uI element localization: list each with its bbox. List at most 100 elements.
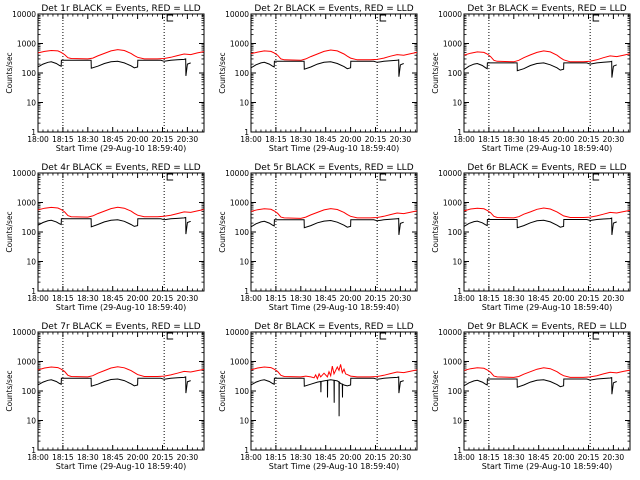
y-tick-label: 1 (457, 287, 462, 296)
chart-title: Det 3r BLACK = Events, RED = LLD (467, 4, 626, 14)
x-tick-label: 18:30 (290, 135, 312, 144)
plot-frame (37, 331, 205, 451)
chart-panel-det7: Det 7r BLACK = Events, RED = LLD 1 10 100 10… (5, 322, 205, 471)
lld-rate-line (38, 49, 204, 60)
x-tick-label: 18:15 (52, 453, 74, 462)
interval-bracket (592, 332, 600, 340)
x-tick-label: 20:00 (127, 135, 149, 144)
y-tick-label: 1000 (230, 358, 249, 367)
x-tick-label: 18:30 (503, 135, 525, 144)
chart-title: Det 8r BLACK = Events, RED = LLD (254, 322, 413, 332)
x-tick-label: 20:30 (603, 453, 625, 462)
x-tick-label: 20:15 (578, 135, 600, 144)
y-tick-label: 100 (448, 69, 463, 78)
x-tick-label: 18:00 (453, 453, 475, 462)
y-tick-label: 10 (239, 99, 249, 108)
y-tick-label: 1000 (443, 199, 462, 208)
y-tick-label: 100 (22, 228, 37, 237)
y-tick-label: 100 (22, 387, 37, 396)
y-tick-label: 1000 (230, 40, 249, 49)
events-rate-line (464, 217, 617, 235)
y-tick-label: 10 (452, 417, 462, 426)
y-tick-label: 10000 (438, 10, 462, 19)
y-tick-label: 10000 (438, 328, 462, 337)
y-tick-label: 100 (235, 387, 250, 396)
lld-rate-line (251, 208, 417, 219)
x-tick-label: 18:30 (77, 294, 99, 303)
x-tick-label: 20:30 (390, 294, 412, 303)
x-tick-label: 18:30 (503, 453, 525, 462)
y-tick-label: 1 (31, 446, 36, 455)
chart-panel-det5: Det 5r BLACK = Events, RED = LLD 1 10 100 10… (218, 163, 418, 312)
y-tick-label: 10 (452, 99, 462, 108)
x-tick-label: 18:30 (77, 135, 99, 144)
events-rate-line (464, 376, 617, 395)
chart-title: Det 6r BLACK = Events, RED = LLD (467, 163, 626, 173)
x-tick-label: 18:00 (453, 135, 475, 144)
y-tick-label: 10 (239, 417, 249, 426)
y-tick-label: 1 (244, 287, 249, 296)
y-tick-label: 1000 (17, 199, 36, 208)
x-tick-label: 18:30 (77, 453, 99, 462)
x-tick-label: 20:30 (603, 294, 625, 303)
x-tick-label: 20:15 (365, 135, 387, 144)
y-tick-label: 10000 (12, 328, 36, 337)
interval-bracket (592, 14, 600, 22)
y-tick-label: 10 (26, 258, 36, 267)
y-tick-label: 10000 (225, 10, 249, 19)
x-tick-label: 18:45 (102, 135, 124, 144)
x-tick-label: 20:00 (127, 294, 149, 303)
x-tick-label: 20:30 (390, 453, 412, 462)
interval-bracket (166, 173, 174, 181)
y-axis-label: Counts/sec (218, 52, 227, 93)
lld-rate-line (251, 49, 417, 61)
y-tick-label: 1000 (17, 358, 36, 367)
x-tick-label: 18:45 (102, 294, 124, 303)
lld-rate-line (251, 364, 417, 381)
x-axis-label: Start Time (29-Aug-10 18:59:40) (269, 462, 400, 471)
y-tick-label: 10000 (12, 169, 36, 178)
x-tick-label: 20:15 (152, 453, 174, 462)
chart-title: Det 7r BLACK = Events, RED = LLD (41, 322, 200, 332)
y-tick-label: 1000 (230, 199, 249, 208)
y-tick-label: 10000 (225, 328, 249, 337)
x-tick-label: 18:15 (478, 453, 500, 462)
plot-frame (37, 172, 205, 292)
x-tick-label: 20:15 (365, 453, 387, 462)
x-axis-label: Start Time (29-Aug-10 18:59:40) (269, 303, 400, 312)
x-tick-label: 18:30 (290, 453, 312, 462)
lld-rate-line (464, 207, 630, 219)
y-tick-label: 10 (26, 417, 36, 426)
x-tick-label: 20:30 (177, 453, 199, 462)
y-tick-label: 1 (31, 287, 36, 296)
x-tick-label: 20:00 (340, 294, 362, 303)
y-tick-label: 1000 (443, 358, 462, 367)
interval-bracket (379, 173, 387, 181)
events-rate-line (38, 58, 191, 76)
interval-bracket (166, 332, 174, 340)
y-tick-label: 100 (448, 387, 463, 396)
events-rate-line (38, 376, 191, 394)
y-tick-label: 100 (235, 69, 250, 78)
interval-bracket (166, 14, 174, 22)
y-tick-label: 1 (31, 128, 36, 137)
x-tick-label: 18:30 (503, 294, 525, 303)
x-tick-label: 18:15 (265, 135, 287, 144)
x-tick-label: 18:00 (240, 135, 262, 144)
chart-title: Det 9r BLACK = Events, RED = LLD (467, 322, 626, 332)
x-tick-label: 20:15 (152, 294, 174, 303)
x-tick-label: 18:45 (528, 294, 550, 303)
chart-panel-det1: Det 1r BLACK = Events, RED = LLD 1 10 100 10… (5, 4, 205, 153)
y-tick-label: 1 (457, 128, 462, 137)
x-tick-label: 18:45 (528, 135, 550, 144)
chart-title: Det 1r BLACK = Events, RED = LLD (41, 4, 200, 14)
x-tick-label: 18:45 (315, 135, 337, 144)
chart-panel-det8: Det 8r BLACK = Events, RED = LLD 1 10 100 10… (218, 322, 418, 471)
lld-rate-line (464, 50, 630, 63)
interval-bracket (379, 332, 387, 340)
y-tick-label: 10 (26, 99, 36, 108)
x-axis-label: Start Time (29-Aug-10 18:59:40) (56, 462, 187, 471)
chart-title: Det 4r BLACK = Events, RED = LLD (41, 163, 200, 173)
events-rate-line (464, 60, 617, 78)
